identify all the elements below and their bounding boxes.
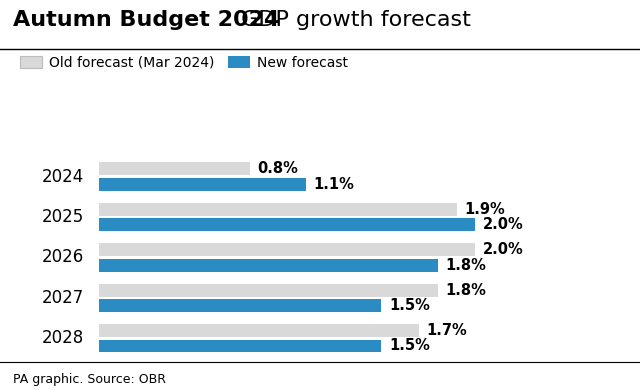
Text: 2027: 2027 bbox=[42, 289, 84, 307]
Text: 1.9%: 1.9% bbox=[464, 202, 505, 217]
Legend: Old forecast (Mar 2024), New forecast: Old forecast (Mar 2024), New forecast bbox=[20, 56, 348, 70]
Text: 2026: 2026 bbox=[42, 248, 84, 266]
Text: GDP growth forecast: GDP growth forecast bbox=[234, 10, 470, 30]
Bar bbox=[99, 324, 419, 337]
Text: 1.5%: 1.5% bbox=[389, 298, 429, 313]
Text: 2028: 2028 bbox=[42, 329, 84, 347]
Text: 2025: 2025 bbox=[42, 208, 84, 226]
Bar bbox=[99, 299, 381, 312]
Bar bbox=[99, 259, 438, 271]
Bar bbox=[99, 178, 306, 191]
Bar bbox=[99, 284, 438, 297]
Text: Autumn Budget 2024: Autumn Budget 2024 bbox=[13, 10, 279, 30]
Bar bbox=[99, 162, 250, 175]
Text: 0.8%: 0.8% bbox=[257, 161, 298, 176]
Text: 1.5%: 1.5% bbox=[389, 339, 429, 353]
Text: PA graphic. Source: OBR: PA graphic. Source: OBR bbox=[13, 373, 166, 386]
Bar bbox=[99, 203, 456, 216]
Text: 2.0%: 2.0% bbox=[483, 217, 524, 232]
Text: 1.1%: 1.1% bbox=[314, 177, 355, 192]
Text: 2024: 2024 bbox=[42, 168, 84, 186]
Bar bbox=[99, 218, 476, 231]
Text: 1.8%: 1.8% bbox=[445, 283, 486, 298]
Bar bbox=[99, 243, 476, 256]
Text: 2.0%: 2.0% bbox=[483, 242, 524, 257]
Bar bbox=[99, 340, 381, 353]
Text: 1.8%: 1.8% bbox=[445, 257, 486, 273]
Text: 1.7%: 1.7% bbox=[426, 323, 467, 338]
